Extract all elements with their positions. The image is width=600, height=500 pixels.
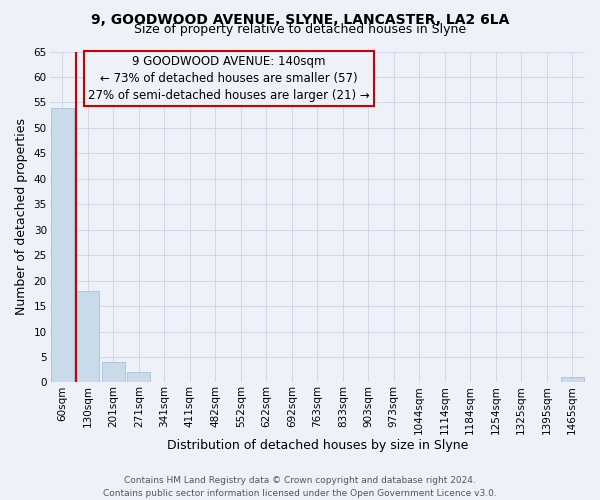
Bar	[51, 108, 74, 382]
Bar	[76, 291, 100, 382]
X-axis label: Distribution of detached houses by size in Slyne: Distribution of detached houses by size …	[167, 440, 468, 452]
Bar	[127, 372, 150, 382]
Text: Contains HM Land Registry data © Crown copyright and database right 2024.
Contai: Contains HM Land Registry data © Crown c…	[103, 476, 497, 498]
Bar	[561, 378, 584, 382]
Text: 9 GOODWOOD AVENUE: 140sqm
← 73% of detached houses are smaller (57)
27% of semi-: 9 GOODWOOD AVENUE: 140sqm ← 73% of detac…	[88, 55, 370, 102]
Text: 9, GOODWOOD AVENUE, SLYNE, LANCASTER, LA2 6LA: 9, GOODWOOD AVENUE, SLYNE, LANCASTER, LA…	[91, 12, 509, 26]
Y-axis label: Number of detached properties: Number of detached properties	[15, 118, 28, 316]
Text: Size of property relative to detached houses in Slyne: Size of property relative to detached ho…	[134, 22, 466, 36]
Bar	[102, 362, 125, 382]
